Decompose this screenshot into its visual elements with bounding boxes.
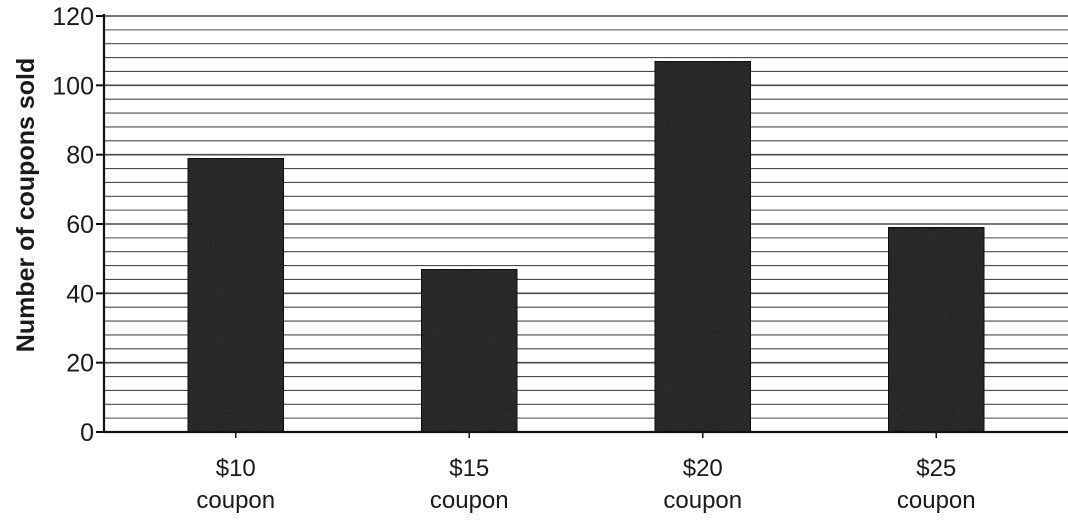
axes <box>96 14 1068 438</box>
bar-usd10 <box>187 157 285 433</box>
x-tick-label: coupon <box>897 487 976 514</box>
y-tick-label: 40 <box>66 280 94 308</box>
x-tick-label: coupon <box>196 487 275 514</box>
x-tick-label: $15 <box>449 455 489 482</box>
y-tick-label: 120 <box>52 3 94 31</box>
bars <box>187 60 985 433</box>
x-tick-label: $20 <box>683 455 723 482</box>
bar-usd20 <box>654 60 752 433</box>
y-tick-label: 60 <box>66 211 94 239</box>
y-axis-label: Number of coupons sold <box>12 58 40 352</box>
bar-usd25 <box>887 226 985 433</box>
y-tick-label: 0 <box>80 419 94 447</box>
y-tick-label: 20 <box>66 350 94 378</box>
x-tick-label: coupon <box>430 487 509 514</box>
y-tick-label: 80 <box>66 142 94 170</box>
x-tick-label: $25 <box>916 455 956 482</box>
y-tick-labels: 0 20 40 60 80 100 120 <box>52 3 94 447</box>
bar-usd15 <box>420 268 518 433</box>
x-tick-label: coupon <box>663 487 742 514</box>
y-tick-label: 100 <box>52 72 94 100</box>
x-tick-labels: $10 coupon $15 coupon $20 coupon $25 coupon <box>196 455 975 514</box>
x-tick-label: $10 <box>216 455 256 482</box>
